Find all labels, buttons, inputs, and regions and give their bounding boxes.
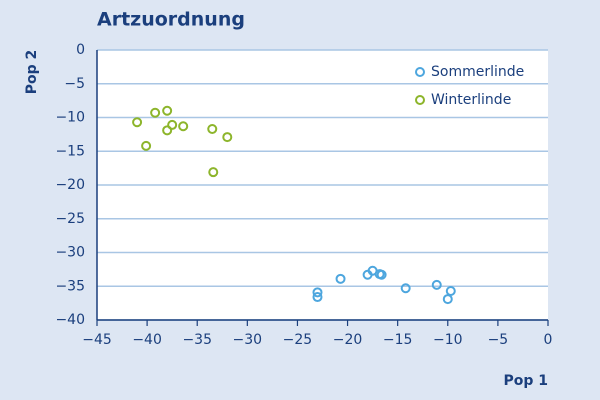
x-tick-label: −25 — [283, 332, 313, 348]
legend-marker — [415, 67, 425, 77]
point — [335, 273, 346, 284]
point — [132, 117, 143, 128]
y-tick-label: −5 — [64, 76, 85, 92]
y-tick-label: −35 — [55, 278, 85, 294]
point — [431, 279, 442, 290]
legend-marker — [415, 95, 425, 105]
point — [222, 132, 233, 143]
x-tick-label: −15 — [383, 332, 413, 348]
y-tick-label: −10 — [55, 110, 85, 126]
y-tick-label: −25 — [55, 211, 85, 227]
point — [178, 121, 189, 132]
point — [162, 105, 173, 116]
y-tick-label: −15 — [55, 143, 85, 159]
y-tick-label: −40 — [55, 312, 85, 328]
chart-title: Artzuordnung — [97, 9, 245, 31]
point — [162, 125, 173, 136]
legend-label: Winterlinde — [431, 92, 511, 108]
point — [312, 287, 323, 298]
x-axis-label: Pop 1 — [503, 373, 548, 389]
point — [150, 107, 161, 118]
x-tick-label: −35 — [182, 332, 212, 348]
point — [442, 294, 453, 305]
point — [376, 269, 387, 280]
point — [312, 292, 323, 303]
x-tick-label: −5 — [488, 332, 509, 348]
y-tick-label: −20 — [55, 177, 85, 193]
y-tick-label: 0 — [76, 42, 85, 58]
x-tick-label: −20 — [333, 332, 363, 348]
x-tick-label: 0 — [544, 332, 553, 348]
point — [141, 140, 152, 151]
point — [167, 119, 178, 130]
point — [400, 283, 411, 294]
point — [207, 123, 218, 134]
y-axis-label: Pop 2 — [24, 50, 40, 95]
x-tick-label: −10 — [433, 332, 463, 348]
y-tick-label: −30 — [55, 245, 85, 261]
x-tick-label: −45 — [82, 332, 112, 348]
legend-label: Sommerlinde — [431, 64, 524, 80]
x-tick-label: −40 — [132, 332, 162, 348]
point — [445, 285, 456, 296]
point — [208, 167, 219, 178]
x-tick-label: −30 — [233, 332, 263, 348]
